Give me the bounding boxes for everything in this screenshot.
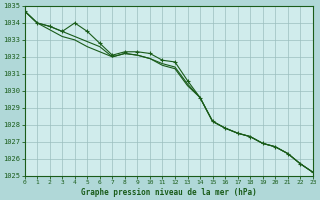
X-axis label: Graphe pression niveau de la mer (hPa): Graphe pression niveau de la mer (hPa) xyxy=(81,188,257,197)
